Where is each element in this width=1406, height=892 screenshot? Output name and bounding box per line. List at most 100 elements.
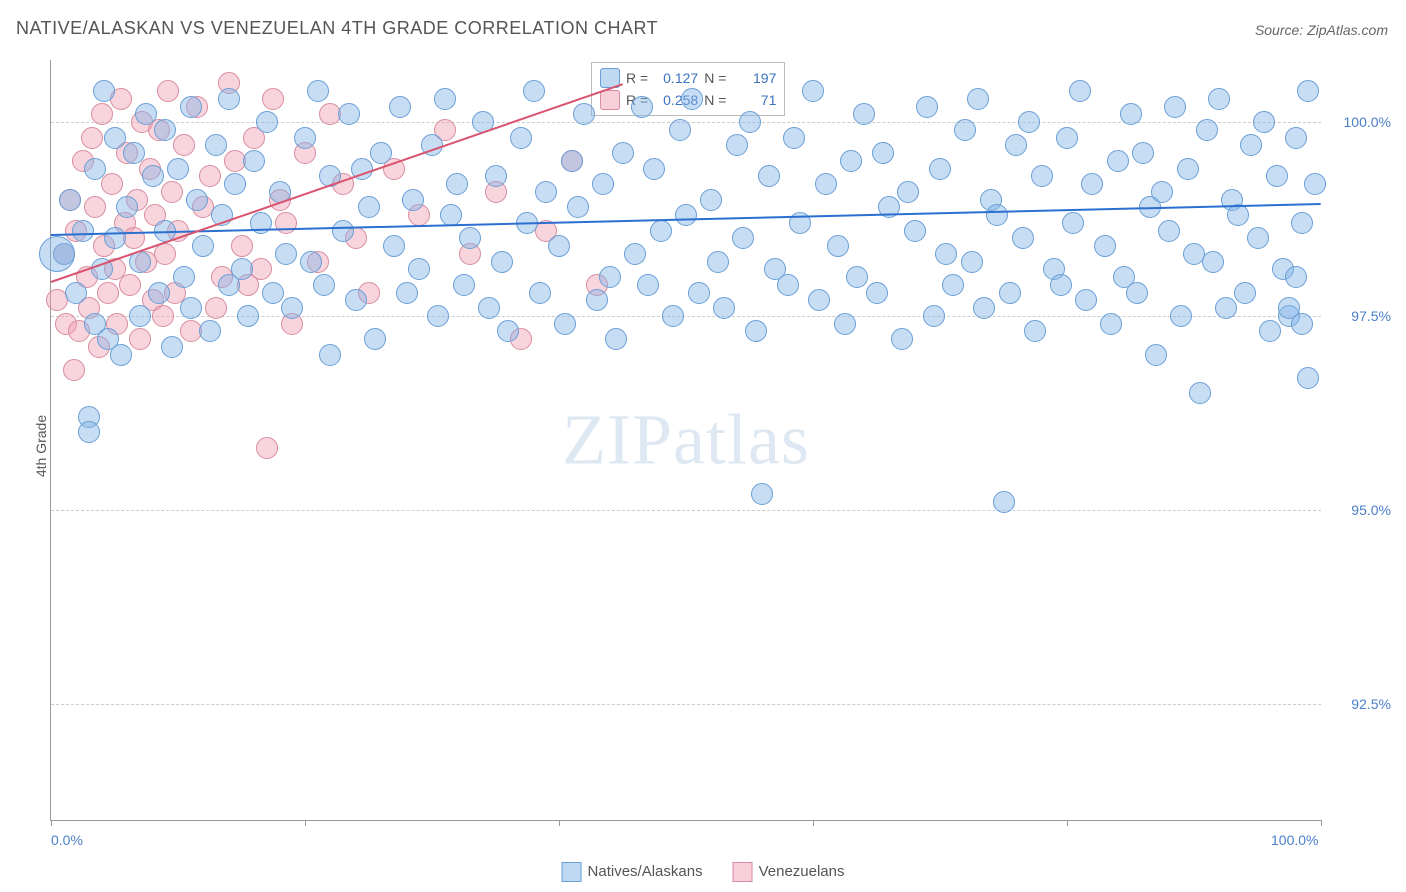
data-point bbox=[192, 235, 214, 257]
data-point bbox=[205, 297, 227, 319]
data-point bbox=[510, 127, 532, 149]
data-point bbox=[993, 491, 1015, 513]
data-point bbox=[834, 313, 856, 335]
data-point bbox=[935, 243, 957, 265]
data-point bbox=[338, 103, 360, 125]
data-point bbox=[1107, 150, 1129, 172]
data-point bbox=[81, 127, 103, 149]
data-point bbox=[1227, 204, 1249, 226]
data-point bbox=[262, 88, 284, 110]
data-point bbox=[154, 119, 176, 141]
data-point bbox=[637, 274, 659, 296]
data-point bbox=[243, 150, 265, 172]
data-point bbox=[104, 127, 126, 149]
data-point bbox=[751, 483, 773, 505]
data-point bbox=[1202, 251, 1224, 273]
series-legend: Natives/Alaskans Venezuelans bbox=[562, 862, 845, 882]
data-point bbox=[294, 127, 316, 149]
data-point bbox=[866, 282, 888, 304]
data-point bbox=[662, 305, 684, 327]
data-point bbox=[396, 282, 418, 304]
data-point bbox=[1012, 227, 1034, 249]
data-point bbox=[739, 111, 761, 133]
data-point bbox=[370, 142, 392, 164]
data-point bbox=[1215, 297, 1237, 319]
data-point bbox=[643, 158, 665, 180]
data-point bbox=[777, 274, 799, 296]
data-point bbox=[808, 289, 830, 311]
data-point bbox=[173, 266, 195, 288]
data-point bbox=[39, 236, 75, 272]
data-point bbox=[1164, 96, 1186, 118]
data-point bbox=[142, 165, 164, 187]
data-point bbox=[1075, 289, 1097, 311]
data-point bbox=[440, 204, 462, 226]
data-point bbox=[726, 134, 748, 156]
data-point bbox=[535, 181, 557, 203]
data-point bbox=[262, 282, 284, 304]
data-point bbox=[231, 235, 253, 257]
data-point bbox=[599, 266, 621, 288]
data-point bbox=[891, 328, 913, 350]
data-point bbox=[119, 274, 141, 296]
data-point bbox=[1005, 134, 1027, 156]
data-point bbox=[161, 181, 183, 203]
data-point bbox=[942, 274, 964, 296]
data-point bbox=[986, 204, 1008, 226]
data-point bbox=[1291, 313, 1313, 335]
data-point bbox=[256, 111, 278, 133]
legend-item-pink: Venezuelans bbox=[733, 862, 845, 882]
data-point bbox=[624, 243, 646, 265]
data-point bbox=[167, 158, 189, 180]
data-point bbox=[205, 134, 227, 156]
data-point bbox=[688, 282, 710, 304]
data-point bbox=[815, 173, 837, 195]
data-point bbox=[59, 189, 81, 211]
data-point bbox=[408, 258, 430, 280]
data-point bbox=[402, 189, 424, 211]
data-point bbox=[152, 305, 174, 327]
data-point bbox=[1196, 119, 1218, 141]
chart-container: NATIVE/ALASKAN VS VENEZUELAN 4TH GRADE C… bbox=[0, 0, 1406, 892]
data-point bbox=[300, 251, 322, 273]
data-point bbox=[999, 282, 1021, 304]
x-tick-label: 0.0% bbox=[51, 832, 83, 848]
data-point bbox=[135, 103, 157, 125]
data-point bbox=[218, 88, 240, 110]
x-tick-mark bbox=[51, 820, 52, 826]
legend-item-blue: Natives/Alaskans bbox=[562, 862, 703, 882]
data-point bbox=[491, 251, 513, 273]
data-point bbox=[853, 103, 875, 125]
data-point bbox=[554, 313, 576, 335]
data-point bbox=[364, 328, 386, 350]
data-point bbox=[1266, 165, 1288, 187]
swatch-pink-icon bbox=[600, 90, 620, 110]
data-point bbox=[1100, 313, 1122, 335]
x-tick-label: 100.0% bbox=[1271, 832, 1318, 848]
data-point bbox=[973, 297, 995, 319]
data-point bbox=[872, 142, 894, 164]
y-tick-label: 97.5% bbox=[1351, 308, 1391, 324]
data-point bbox=[758, 165, 780, 187]
data-point bbox=[434, 88, 456, 110]
data-point bbox=[1208, 88, 1230, 110]
data-point bbox=[897, 181, 919, 203]
data-point bbox=[1170, 305, 1192, 327]
data-point bbox=[732, 227, 754, 249]
data-point bbox=[180, 96, 202, 118]
data-point bbox=[846, 266, 868, 288]
swatch-pink-icon bbox=[733, 862, 753, 882]
data-point bbox=[650, 220, 672, 242]
data-point bbox=[332, 220, 354, 242]
y-axis-label: 4th Grade bbox=[33, 415, 49, 477]
data-point bbox=[116, 196, 138, 218]
data-point bbox=[529, 282, 551, 304]
data-point bbox=[231, 258, 253, 280]
data-point bbox=[923, 305, 945, 327]
data-point bbox=[605, 328, 627, 350]
data-point bbox=[840, 150, 862, 172]
data-point bbox=[446, 173, 468, 195]
data-point bbox=[586, 289, 608, 311]
data-point bbox=[916, 96, 938, 118]
data-point bbox=[161, 336, 183, 358]
